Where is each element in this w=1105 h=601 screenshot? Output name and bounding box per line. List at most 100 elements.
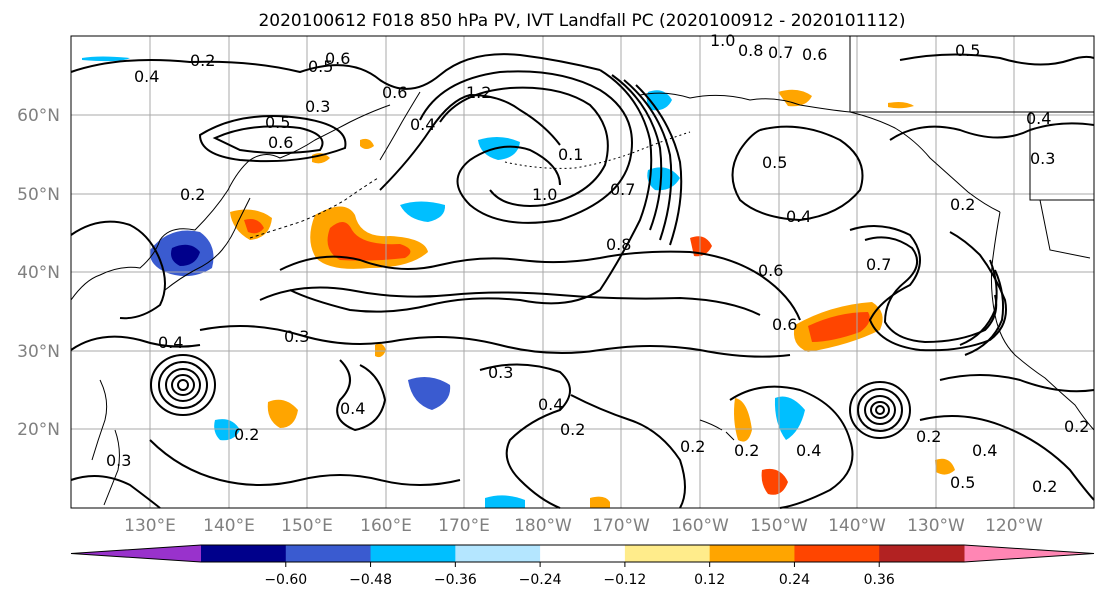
- contour-label: 1.0: [532, 185, 557, 204]
- contour-7: [289, 69, 653, 313]
- contour-6: [379, 93, 561, 191]
- contour-label: 0.7: [768, 43, 793, 62]
- contour-5: [439, 86, 609, 207]
- contour-label: 1.0: [710, 31, 735, 50]
- contour-17: [479, 363, 571, 509]
- contour-label: 0.2: [234, 425, 259, 444]
- contour-8: [611, 74, 663, 231]
- contour-22: [959, 259, 998, 346]
- lat-tick-label: 40°N: [17, 263, 60, 283]
- colorbar-tick-label: −0.12: [603, 572, 646, 588]
- typhoon-ring-2: [158, 361, 208, 409]
- coast-asia: [70, 104, 391, 301]
- contour-24: [731, 125, 864, 222]
- neg-anomaly-typhoon: [214, 419, 240, 441]
- coast-borders: [849, 36, 1094, 259]
- contour-label: 0.8: [738, 41, 763, 60]
- contour-23: [964, 269, 1005, 356]
- pos-anomaly-sw: [267, 399, 298, 428]
- figure-title: 2020100612 F018 850 hPa PV, IVT Landfall…: [258, 11, 905, 31]
- coast-japan: [164, 197, 251, 291]
- contour-label: 0.2: [916, 427, 941, 446]
- pos-anomaly-hawaii: [734, 398, 752, 442]
- pos-anomaly-small-4: [935, 458, 955, 475]
- colorbar-segment: [709, 545, 795, 562]
- contour-19: [729, 385, 854, 509]
- cyclone-ring-1: [849, 381, 911, 439]
- contour-label: 0.4: [158, 333, 183, 352]
- contour-3: [212, 125, 324, 154]
- contour-label: 0.2: [734, 441, 759, 460]
- contour-25: [889, 122, 1095, 141]
- contour-label: 0.5: [762, 153, 787, 172]
- typhoon-ring-3: [165, 368, 201, 402]
- colorbar-tick-label: −0.36: [434, 572, 477, 588]
- colorbar-segment: [370, 545, 456, 562]
- neg-anomaly-central: [408, 376, 451, 410]
- colorbar-segment: [455, 545, 541, 562]
- lon-tick-label: 130°E: [124, 516, 176, 536]
- lon-tick-label: 180°W: [514, 516, 572, 536]
- contour-30: [70, 475, 161, 509]
- contour-label: 0.8: [606, 235, 631, 254]
- lat-tick-label: 50°N: [17, 185, 60, 205]
- lon-tick-label: 140°E: [203, 516, 255, 536]
- lon-tick-label: 120°W: [985, 516, 1043, 536]
- contour-label: 0.4: [1026, 109, 1051, 128]
- lon-tick-label: 170°W: [592, 516, 650, 536]
- contour-label: 0.2: [560, 420, 585, 439]
- colorbar-segment: [201, 545, 287, 562]
- contour-label: 0.2: [190, 51, 215, 70]
- contour-27: [939, 374, 1095, 393]
- colorbar-tick-label: −0.60: [264, 572, 307, 588]
- pos-anomaly-alaska-gulf: [778, 89, 812, 107]
- contour-label: 0.6: [268, 133, 293, 152]
- contour-label: 0.5: [955, 41, 980, 60]
- contour-label: 0.4: [972, 441, 997, 460]
- contour-label: 0.2: [950, 195, 975, 214]
- neg-anomaly-japan-core: [171, 244, 200, 266]
- contour-2: [198, 115, 347, 163]
- colorbar-segment: [540, 545, 626, 562]
- contour-label: 0.5: [308, 57, 333, 76]
- coastlines: [70, 36, 1095, 506]
- lat-axis: 60°N 50°N 40°N 30°N 20°N: [17, 106, 60, 440]
- lat-tick-label: 20°N: [17, 420, 60, 440]
- contour-label: 0.5: [265, 113, 290, 132]
- lon-tick-label: 130°W: [907, 516, 965, 536]
- neg-anomaly-south: [485, 495, 525, 508]
- colorbar-tick-label: −0.48: [349, 572, 392, 588]
- contour-label: 0.7: [610, 180, 635, 199]
- contour-label: 0.4: [796, 441, 821, 460]
- contour-label: 0.6: [325, 49, 350, 68]
- contour-12: [259, 286, 761, 316]
- colorbar-tick-label: 0.12: [694, 572, 725, 588]
- contour-label: 0.6: [382, 83, 407, 102]
- pos-anomaly-kuril-core: [327, 221, 411, 261]
- colorbar-tick-label: −0.24: [519, 572, 562, 588]
- pos-anomaly-south-east: [761, 468, 788, 495]
- pos-anomaly-small-3: [888, 102, 914, 109]
- lon-axis: 130°E 140°E 150°E 160°E 170°E 180°W 170°…: [124, 516, 1043, 536]
- contour-label: 0.4: [410, 115, 435, 134]
- contour-10: [635, 84, 683, 246]
- contour-label: 0.2: [1032, 477, 1057, 496]
- contour-label: 0.6: [802, 45, 827, 64]
- contour-label: 0.6: [758, 261, 783, 280]
- coast-philippines: [91, 379, 120, 506]
- neg-anomaly-kamchatka: [400, 201, 446, 222]
- contour-26: [899, 53, 1095, 66]
- colorbar-segment: [624, 545, 711, 562]
- map-panel: 0.2 0.4 0.6 0.5 0.6 0.5 0.3 0.6 0.4 1.2 …: [70, 31, 1095, 509]
- lat-tick-label: 30°N: [17, 342, 60, 362]
- colorbar-extend-low: [71, 545, 201, 562]
- contour-29: [149, 439, 461, 486]
- lat-tick-label: 60°N: [17, 106, 60, 126]
- contour-label: 1.2: [466, 83, 491, 102]
- colorbar-outline: [70, 544, 1095, 563]
- contour-13: [199, 325, 791, 358]
- typhoon-ring-1: [150, 354, 216, 416]
- contour-21: [864, 236, 998, 344]
- cyclone-ring-2: [857, 388, 903, 432]
